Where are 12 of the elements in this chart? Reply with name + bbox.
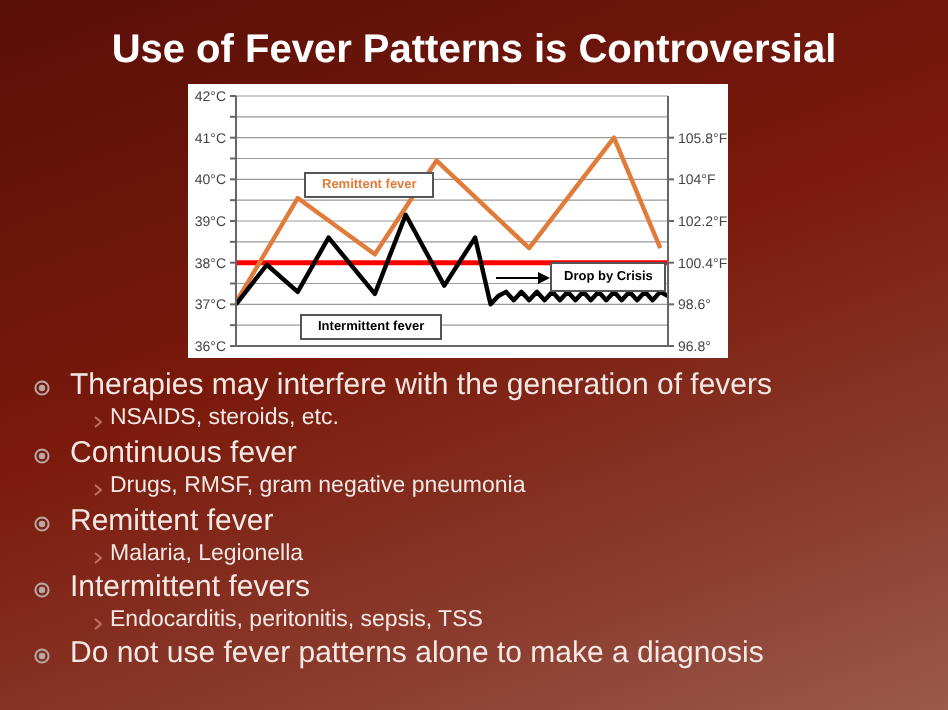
text: Therapies may interfere with the generation of fevers <box>70 368 773 402</box>
text: Drugs, RMSF, gram negative pneumonia <box>110 474 526 498</box>
text: Endocarditis, peritonitis, sepsis, TSS <box>110 608 483 632</box>
line-series <box>236 135 663 305</box>
text: Malaria, Legionella <box>110 542 304 566</box>
text: Intermittent fevers <box>70 570 311 604</box>
text: NSAIDS, steroids, etc. <box>110 406 339 430</box>
text: Continuous fever <box>70 436 297 470</box>
text: Remittent fever <box>70 504 274 538</box>
text: Do not use fever patterns alone to make a diagnosis <box>70 636 764 670</box>
chart-title: Use of Fever Patterns is Controversial <box>109 28 839 74</box>
line-series <box>236 212 668 307</box>
